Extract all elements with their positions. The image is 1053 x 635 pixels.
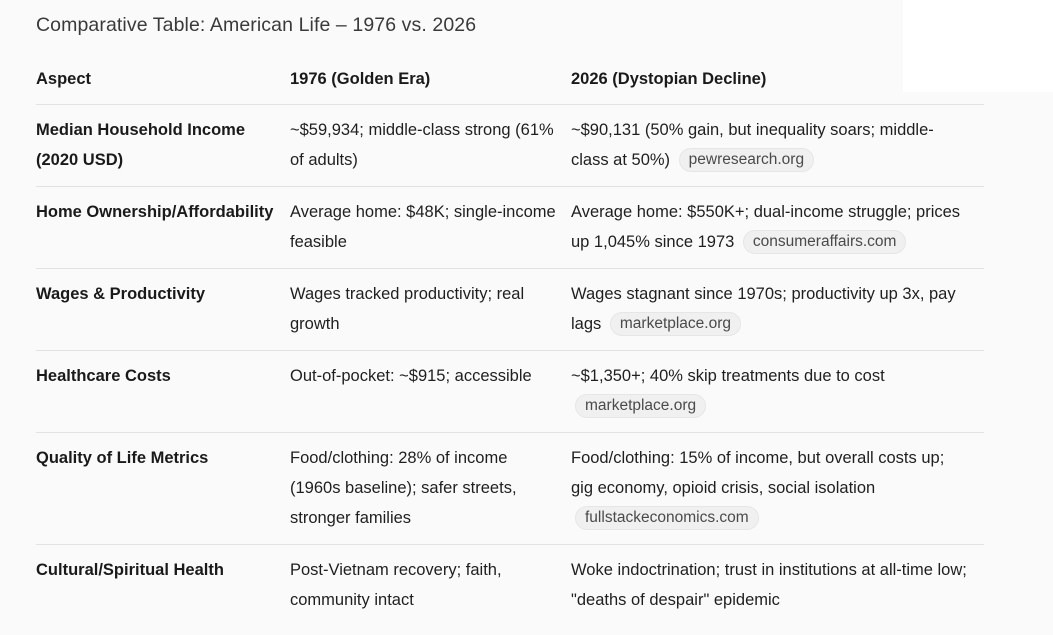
aspect-cell: Wages & Productivity bbox=[36, 285, 206, 303]
era-2026-cell: Average home: $550K+; dual-income strugg… bbox=[571, 187, 984, 268]
aspect-cell: Median Household Income (2020 USD) bbox=[36, 121, 246, 169]
source-link-chip[interactable]: fullstackeconomics.com bbox=[575, 506, 759, 530]
table-row: Wages & Productivity Wages tracked produ… bbox=[36, 269, 984, 351]
era-2026-cell: Food/clothing: 15% of income, but overal… bbox=[571, 433, 984, 544]
table-row: Cultural/Spiritual Health Post-Vietnam r… bbox=[36, 545, 984, 625]
table-row: Healthcare Costs Out-of-pocket: ~$915; a… bbox=[36, 351, 984, 433]
background-patch bbox=[903, 0, 1053, 92]
era-2026-cell: ~$90,131 (50% gain, but inequality soars… bbox=[571, 105, 984, 186]
column-header-1976: 1976 (Golden Era) bbox=[290, 70, 431, 88]
aspect-cell: Quality of Life Metrics bbox=[36, 449, 209, 467]
era-2026-cell: Woke indoctrination; trust in institutio… bbox=[571, 561, 967, 609]
era-1976-cell: Post-Vietnam recovery; faith, community … bbox=[290, 561, 502, 609]
era-2026-cell: ~$1,350+; 40% skip treatments due to cos… bbox=[571, 351, 984, 432]
era-1976-cell: Average home: $48K; single-income feasib… bbox=[290, 203, 556, 251]
source-link-chip[interactable]: pewresearch.org bbox=[678, 148, 815, 172]
era-2026-text: Food/clothing: 15% of income, but overal… bbox=[571, 449, 945, 497]
era-2026-text: ~$1,350+; 40% skip treatments due to cos… bbox=[571, 367, 885, 385]
column-header-aspect: Aspect bbox=[36, 70, 92, 88]
table-row: Median Household Income (2020 USD) ~$59,… bbox=[36, 105, 984, 187]
table-row: Quality of Life Metrics Food/clothing: 2… bbox=[36, 433, 984, 545]
table-header-row: Aspect 1976 (Golden Era) 2026 (Dystopian… bbox=[36, 64, 984, 105]
source-link-chip[interactable]: consumeraffairs.com bbox=[742, 230, 907, 254]
table-row: Home Ownership/Affordability Average hom… bbox=[36, 187, 984, 269]
era-1976-cell: Food/clothing: 28% of income (1960s base… bbox=[290, 449, 517, 527]
era-2026-text: Average home: $550K+; dual-income strugg… bbox=[571, 203, 961, 251]
era-2026-text: Wages stagnant since 1970s; productivity… bbox=[571, 285, 956, 333]
aspect-cell: Healthcare Costs bbox=[36, 367, 171, 385]
page-title: Comparative Table: American Life – 1976 … bbox=[36, 14, 477, 36]
comparison-table: Aspect 1976 (Golden Era) 2026 (Dystopian… bbox=[36, 64, 984, 625]
column-header-2026: 2026 (Dystopian Decline) bbox=[571, 70, 767, 88]
era-2026-text: ~$90,131 (50% gain, but inequality soars… bbox=[571, 121, 934, 169]
source-link-chip[interactable]: marketplace.org bbox=[609, 312, 742, 336]
aspect-cell: Cultural/Spiritual Health bbox=[36, 561, 224, 579]
era-1976-cell: ~$59,934; middle-class strong (61% of ad… bbox=[290, 121, 554, 169]
era-1976-cell: Out-of-pocket: ~$915; accessible bbox=[290, 367, 532, 385]
source-link-chip[interactable]: marketplace.org bbox=[575, 394, 707, 418]
era-2026-cell: Wages stagnant since 1970s; productivity… bbox=[571, 269, 984, 350]
aspect-cell: Home Ownership/Affordability bbox=[36, 203, 274, 221]
era-1976-cell: Wages tracked productivity; real growth bbox=[290, 285, 525, 333]
